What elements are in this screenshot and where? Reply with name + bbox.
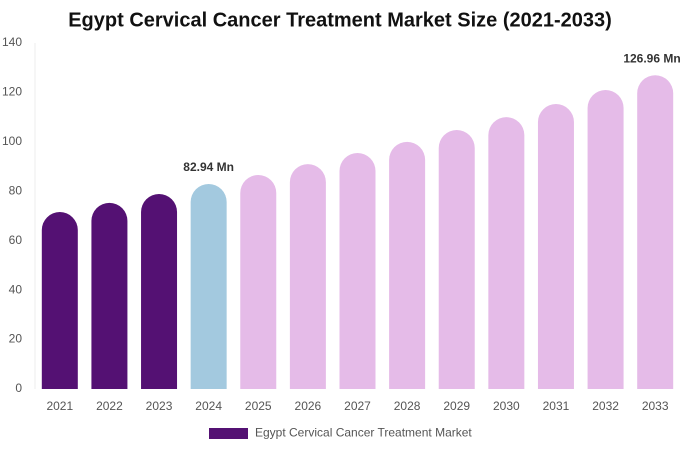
x-tick-label: 2030 bbox=[493, 399, 520, 413]
x-tick-label: 2022 bbox=[96, 399, 123, 413]
y-tick-label: 80 bbox=[9, 183, 23, 197]
x-tick-label: 2031 bbox=[543, 399, 570, 413]
value-label: 82.94 Mn bbox=[183, 160, 234, 174]
legend-swatch bbox=[209, 428, 248, 439]
bar bbox=[537, 104, 574, 390]
x-tick-label: 2028 bbox=[394, 399, 421, 413]
bar bbox=[438, 129, 475, 389]
bar bbox=[339, 152, 376, 389]
x-tick-label: 2023 bbox=[146, 399, 173, 413]
y-tick-label: 60 bbox=[9, 233, 23, 247]
y-tick-label: 20 bbox=[9, 332, 23, 346]
bar bbox=[141, 194, 178, 389]
y-tick-label: 140 bbox=[2, 35, 22, 49]
legend-label: Egypt Cervical Cancer Treatment Market bbox=[255, 426, 472, 440]
bar bbox=[637, 75, 674, 390]
bar bbox=[488, 117, 525, 389]
x-tick-label: 2032 bbox=[592, 399, 619, 413]
x-tick-label: 2027 bbox=[344, 399, 371, 413]
bar bbox=[41, 212, 78, 389]
x-tick-label: 2029 bbox=[443, 399, 470, 413]
chart-title: Egypt Cervical Cancer Treatment Market S… bbox=[68, 9, 612, 31]
value-label: 126.96 Mn bbox=[623, 51, 680, 65]
y-tick-label: 0 bbox=[15, 381, 22, 395]
x-tick-label: 2024 bbox=[195, 399, 222, 413]
bar bbox=[190, 184, 227, 389]
bar bbox=[587, 89, 624, 389]
bar bbox=[389, 141, 426, 389]
y-tick-label: 40 bbox=[9, 282, 23, 296]
bar bbox=[91, 202, 128, 389]
x-tick-label: 2033 bbox=[642, 399, 669, 413]
x-tick-label: 2026 bbox=[295, 399, 322, 413]
bar bbox=[240, 174, 277, 389]
x-tick-label: 2021 bbox=[46, 399, 73, 413]
bar bbox=[289, 164, 326, 389]
y-tick-label: 100 bbox=[2, 134, 22, 148]
y-tick-label: 120 bbox=[2, 85, 22, 99]
x-tick-label: 2025 bbox=[245, 399, 272, 413]
